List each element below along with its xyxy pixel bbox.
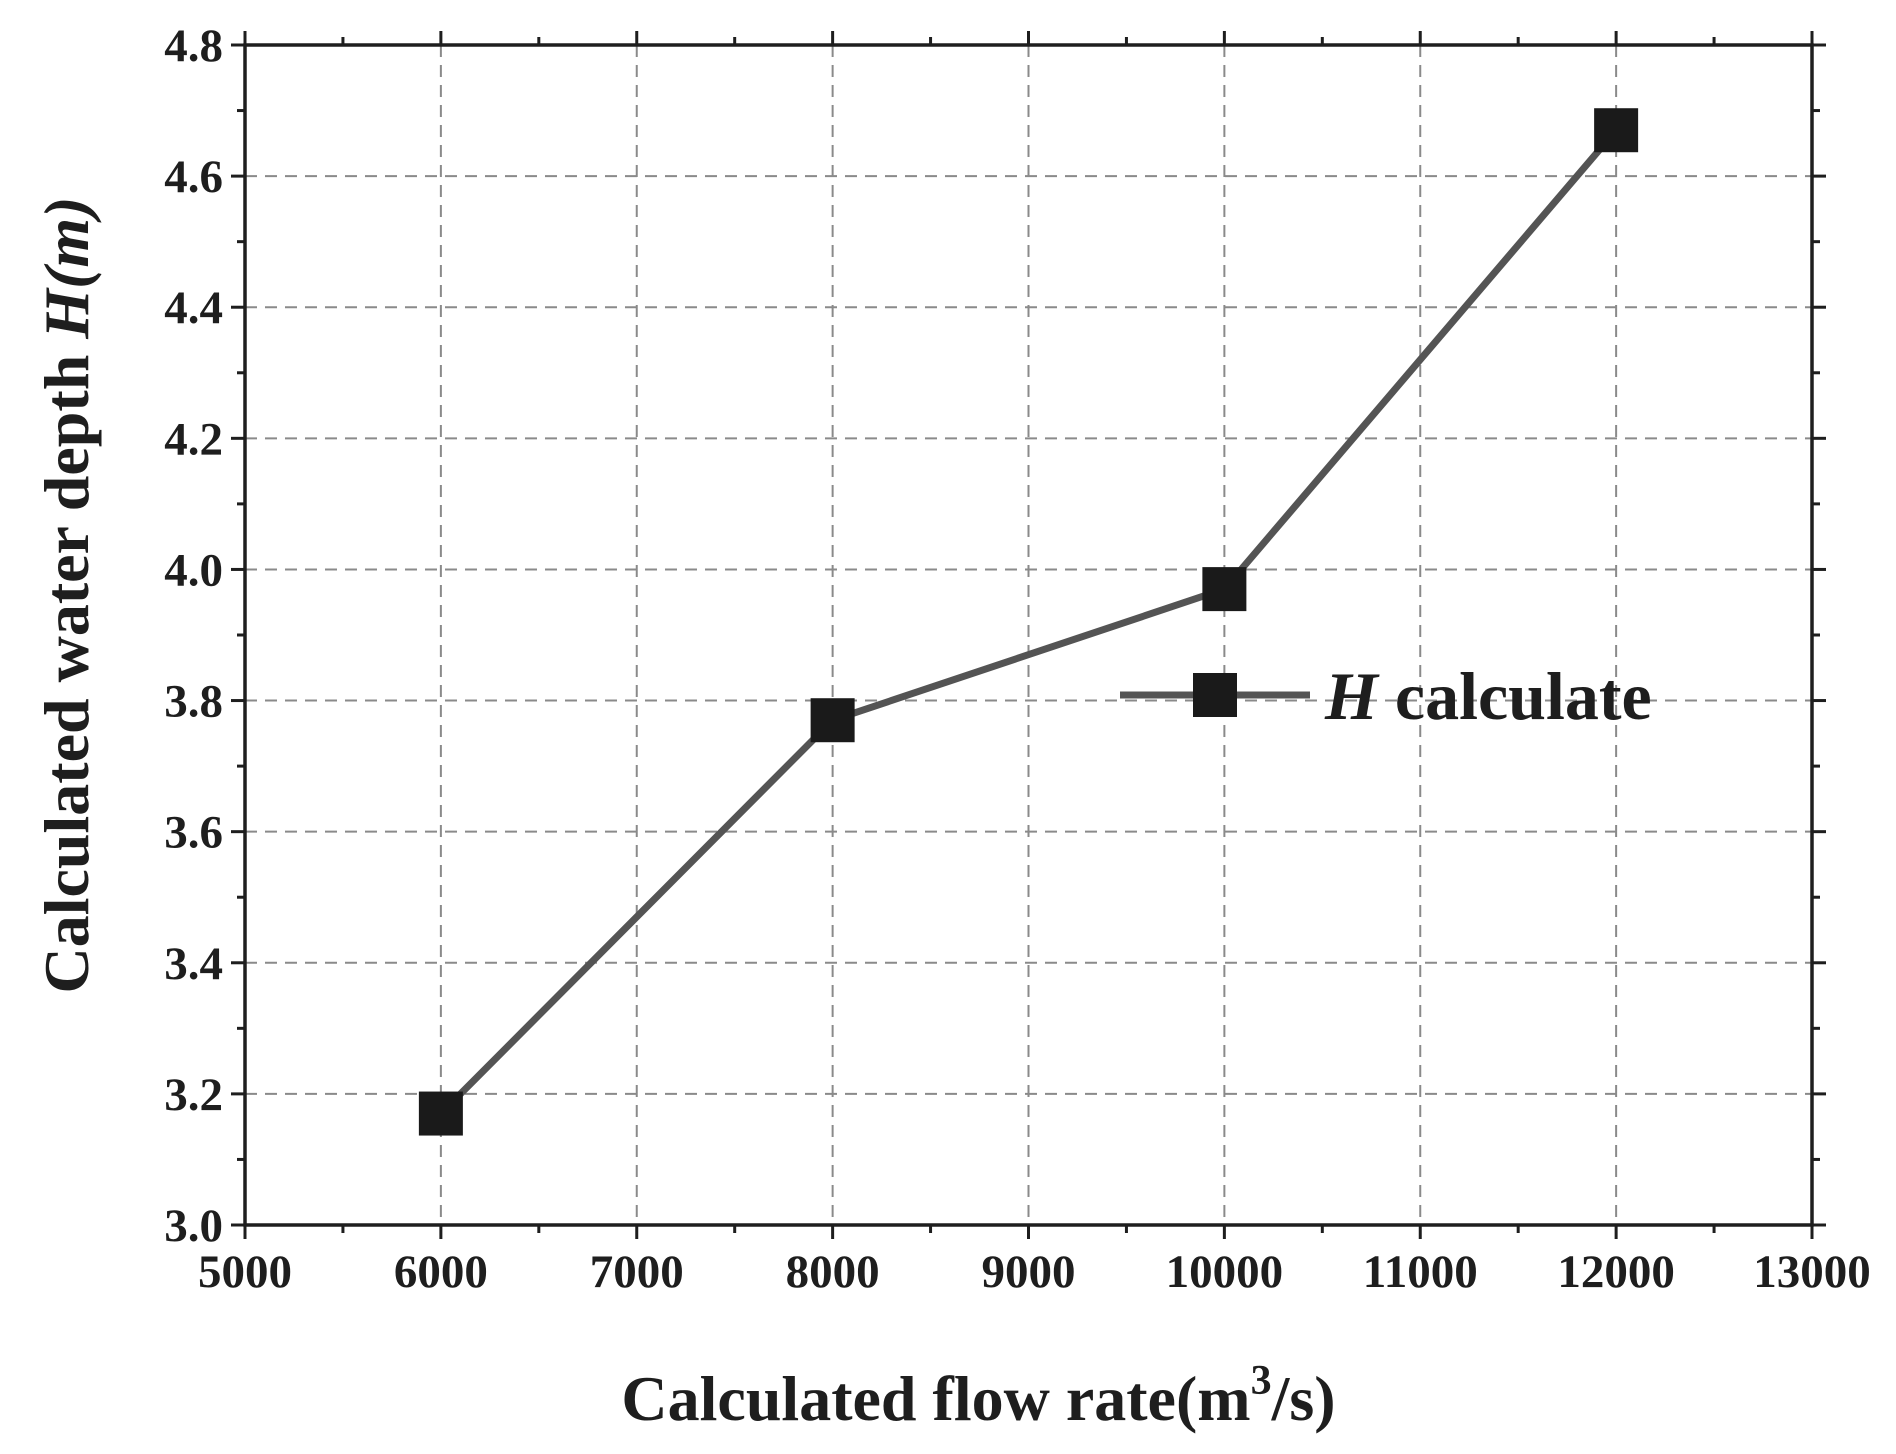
legend: H calculate (1120, 658, 1652, 734)
series (418, 108, 1639, 1136)
y-tick-label: 3.4 (164, 938, 223, 990)
x-axis-title: Calculated flow rate(m3/s) (621, 1358, 1335, 1434)
y-tick-label: 4.0 (164, 544, 223, 596)
x-tick-label: 10000 (1166, 1246, 1284, 1298)
y-tick-label: 3.0 (164, 1200, 223, 1252)
data-point-marker (1202, 567, 1247, 612)
x-axis-title-main: Calculated flow rate(m (621, 1363, 1250, 1434)
x-tick-label: 12000 (1557, 1246, 1675, 1298)
legend-label: H calculate (1324, 658, 1652, 734)
x-tick-label: 11000 (1363, 1246, 1478, 1298)
y-axis-title-italic: H(m) (31, 197, 102, 340)
axis-ticks (231, 31, 1826, 1239)
y-tick-labels: 3.0 3.2 3.4 3.6 3.8 4.0 4.2 4.4 4.6 4.8 (164, 20, 223, 1252)
x-axis-title-sup: 3 (1251, 1358, 1272, 1404)
y-tick-label: 3.8 (164, 676, 223, 728)
y-tick-label: 3.2 (164, 1069, 223, 1121)
y-tick-label: 4.6 (164, 151, 223, 203)
grid (245, 45, 1812, 1225)
x-tick-label: 13000 (1753, 1246, 1871, 1298)
y-axis-title: Calculated water depth H(m) (31, 197, 102, 994)
series-line (438, 127, 1619, 1117)
x-axis-title-tail: /s) (1271, 1363, 1336, 1434)
y-tick-label: 4.8 (164, 20, 223, 72)
data-point-marker (810, 698, 855, 743)
y-tick-label: 4.4 (164, 282, 223, 334)
legend-label-rest: calculate (1378, 658, 1652, 734)
legend-marker-swatch (1193, 673, 1237, 717)
legend-label-italic: H (1324, 658, 1380, 734)
x-tick-label: 7000 (590, 1246, 684, 1298)
y-tick-label: 4.2 (164, 413, 223, 465)
x-tick-labels: 5000 6000 7000 8000 9000 10000 11000 12000 13000 (198, 1246, 1871, 1298)
x-tick-label: 6000 (394, 1246, 488, 1298)
x-tick-label: 5000 (198, 1246, 292, 1298)
x-tick-label: 9000 (982, 1246, 1076, 1298)
y-axis-title-main: Calculated water depth (31, 339, 102, 994)
data-point-marker (418, 1091, 463, 1136)
y-tick-label: 3.6 (164, 807, 223, 859)
data-point-marker (1594, 108, 1639, 153)
x-tick-label: 8000 (786, 1246, 880, 1298)
